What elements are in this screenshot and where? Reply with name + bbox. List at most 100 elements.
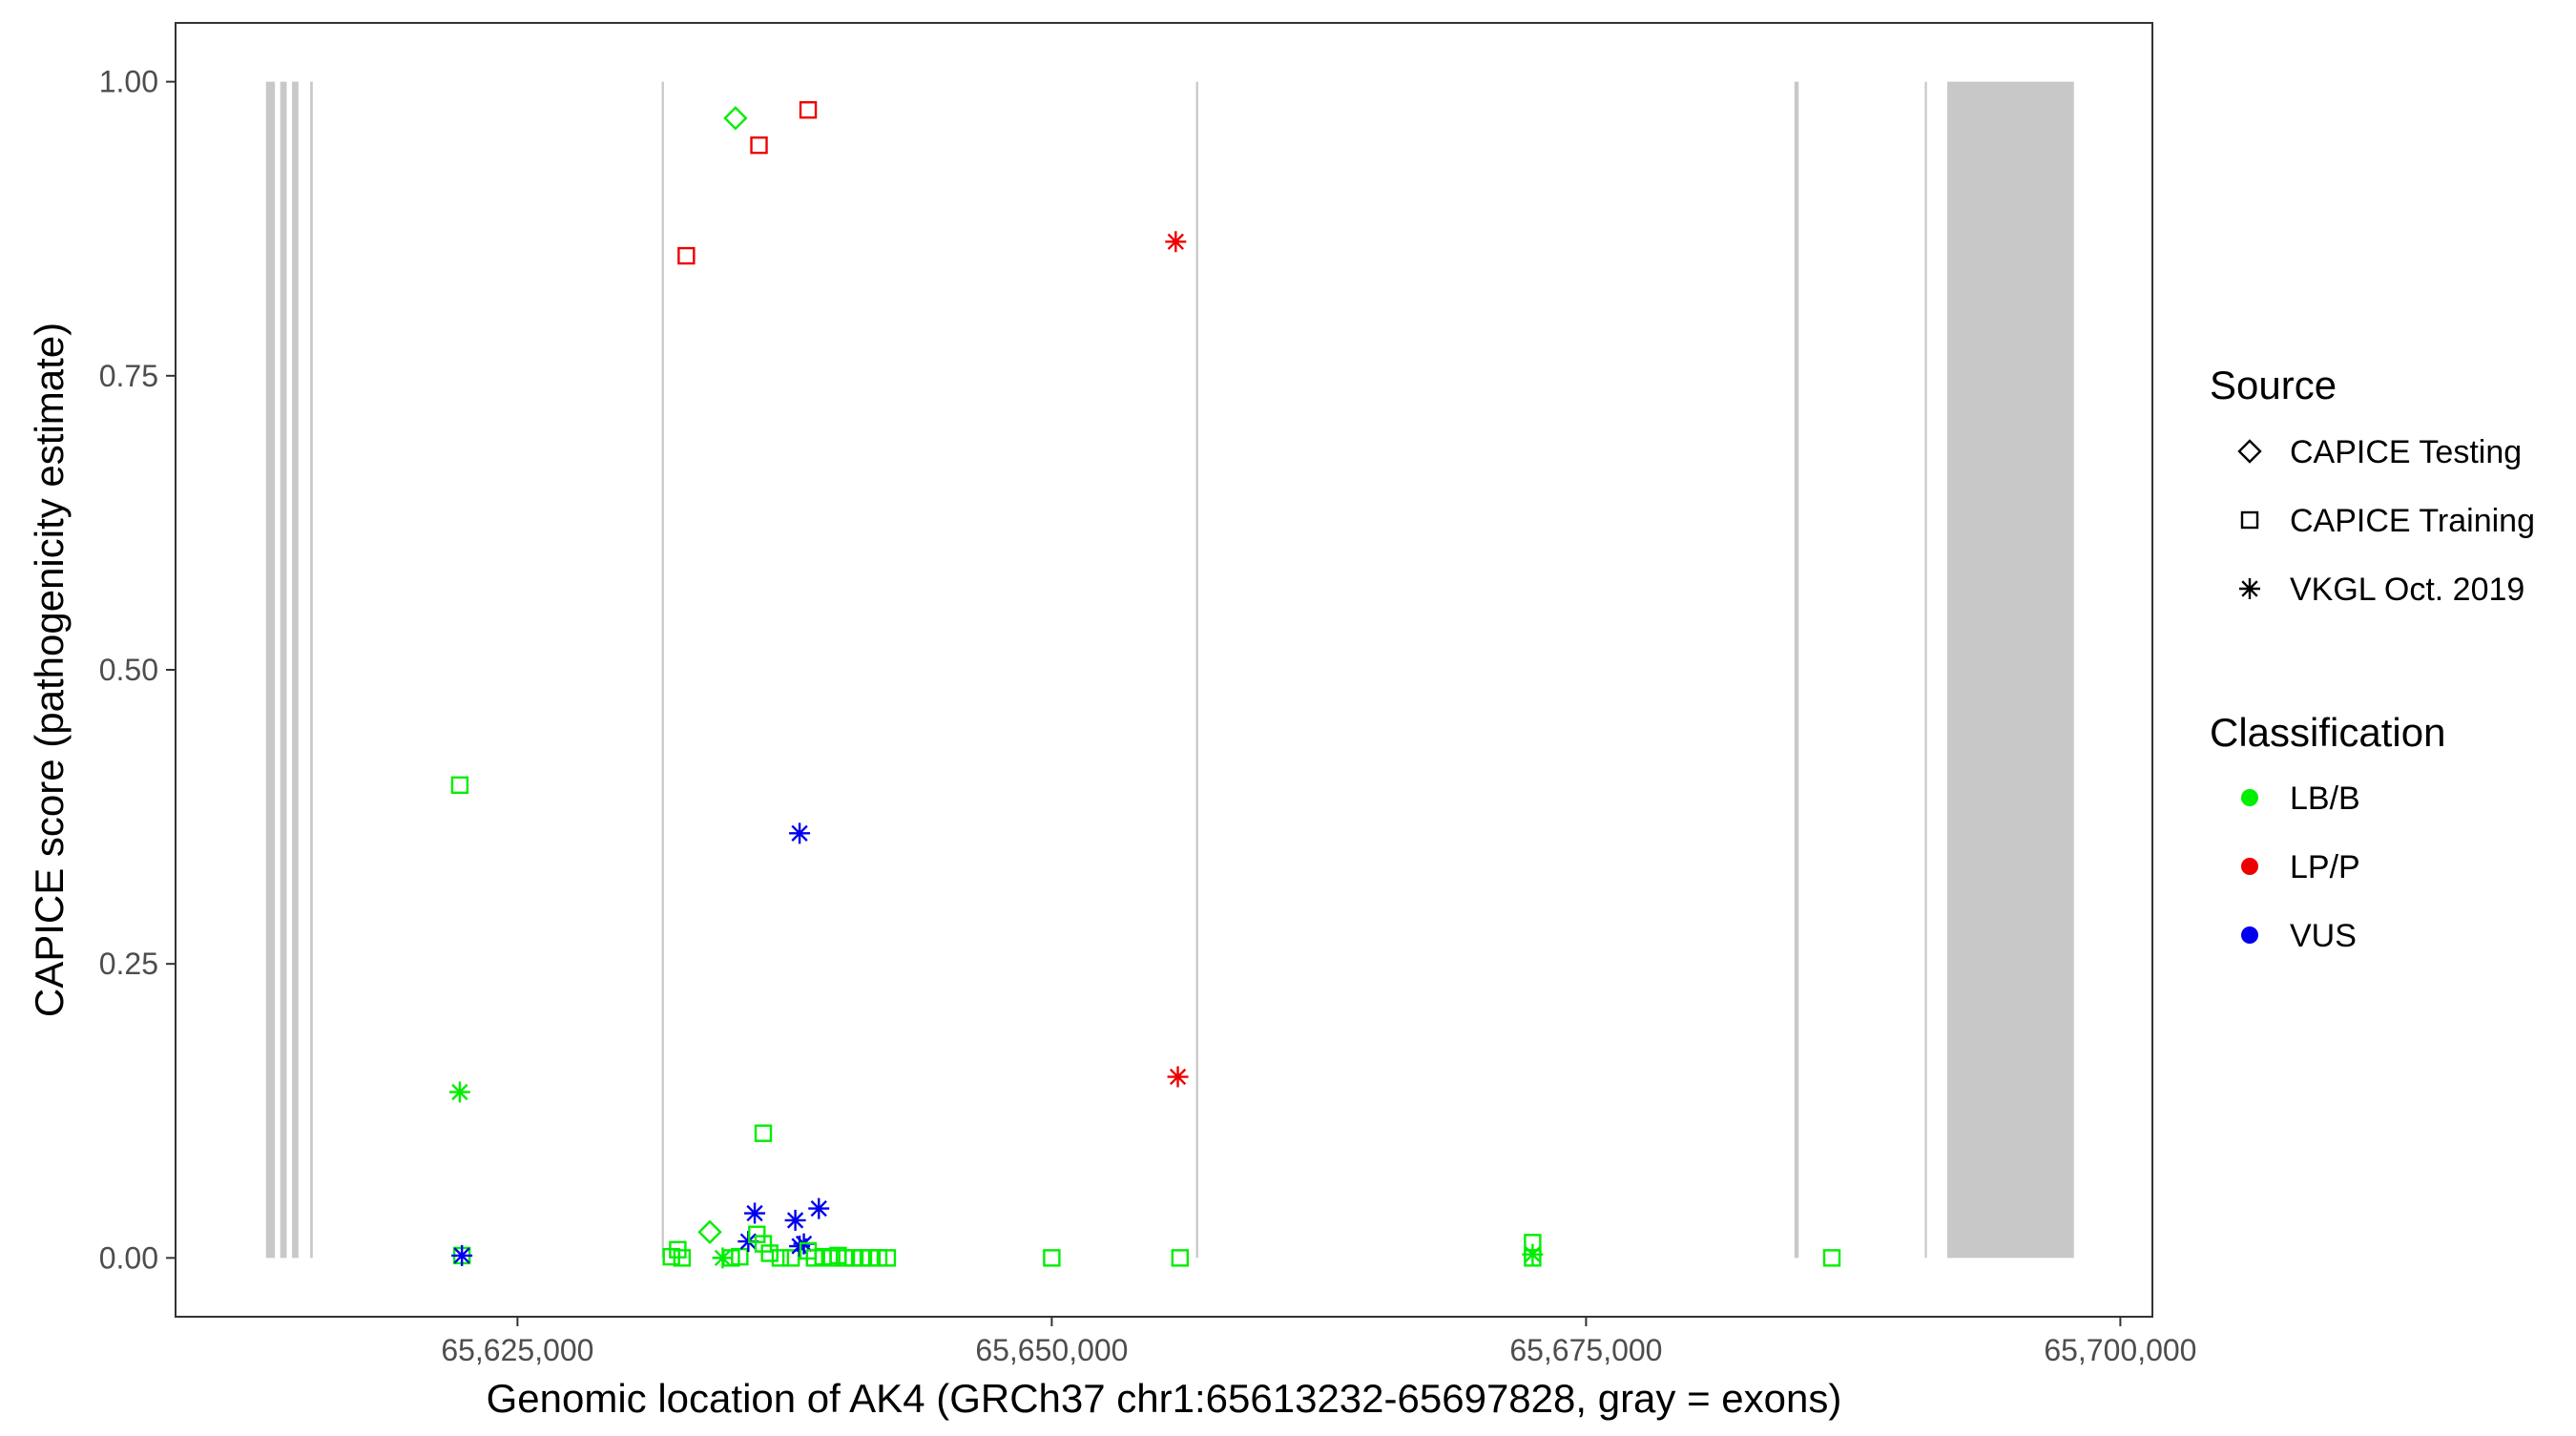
square-marker	[760, 1244, 779, 1262]
data-point	[1165, 231, 1187, 253]
data-point	[822, 1249, 841, 1267]
data-point	[450, 776, 469, 795]
data-point	[1522, 1243, 1544, 1265]
star-marker	[451, 1244, 473, 1266]
y-tick-label: 0.00	[99, 1240, 158, 1275]
square-marker	[673, 1249, 692, 1267]
square-marker	[1822, 1249, 1841, 1267]
legend-label: LB/B	[2290, 780, 2360, 817]
data-point	[799, 101, 818, 119]
data-point	[760, 1244, 779, 1262]
data-point	[1524, 1249, 1542, 1267]
y-tick-label: 1.00	[99, 65, 158, 99]
star-marker	[789, 822, 811, 844]
square-marker	[781, 1249, 800, 1267]
data-point	[451, 1244, 473, 1266]
star-marker	[448, 1081, 470, 1103]
data-point	[808, 1197, 830, 1219]
data-point	[750, 136, 768, 155]
square-marker	[878, 1249, 897, 1267]
data-point	[731, 1247, 749, 1266]
x-tick-label: 65,650,000	[975, 1333, 1128, 1367]
diamond-marker	[2237, 439, 2262, 464]
legend-key-diamond	[2237, 439, 2262, 464]
diamond-marker	[723, 106, 748, 131]
exon-band	[661, 81, 664, 1259]
square-marker	[822, 1249, 841, 1267]
star-marker	[744, 1202, 766, 1224]
data-point	[784, 1209, 806, 1231]
star-marker	[2239, 578, 2260, 599]
exon-band	[1794, 81, 1799, 1259]
square-marker	[2240, 510, 2259, 530]
exon-band	[292, 81, 299, 1259]
y-tick-label: 0.50	[99, 653, 158, 687]
y-tick-label: 0.25	[99, 947, 158, 981]
exon-band	[1946, 81, 2074, 1259]
star-marker	[808, 1197, 830, 1219]
square-marker	[754, 1235, 773, 1253]
data-point	[1043, 1249, 1061, 1267]
data-point	[781, 1249, 800, 1267]
data-point	[723, 106, 748, 131]
x-tick-label: 65,700,000	[2044, 1333, 2196, 1367]
square-marker	[750, 136, 768, 155]
square-marker	[1171, 1249, 1190, 1267]
legend-key-dot	[2241, 789, 2258, 806]
y-tick-label: 0.75	[99, 359, 158, 393]
data-point	[673, 1249, 692, 1267]
legend-key-dot	[2241, 858, 2258, 875]
square-marker	[677, 246, 696, 265]
legend-label: LP/P	[2290, 849, 2360, 885]
legend-title-source: Source	[2210, 363, 2337, 407]
legend-key-square	[2240, 510, 2259, 530]
legend-key-dot	[2241, 926, 2258, 944]
data-point	[789, 822, 811, 844]
exon-band	[265, 81, 276, 1259]
data-point	[677, 246, 696, 265]
x-tick-label: 65,625,000	[441, 1333, 593, 1367]
square-marker	[450, 776, 469, 795]
data-point	[754, 1235, 773, 1253]
legend-label: VKGL Oct. 2019	[2290, 572, 2524, 608]
exon-band	[280, 81, 287, 1259]
data-point	[754, 1124, 773, 1142]
data-point	[1822, 1249, 1841, 1267]
exon-band	[1195, 81, 1198, 1259]
legend: Source CAPICE Testing CAPICE Training VKGL …	[2210, 363, 2535, 954]
data-point	[1167, 1066, 1189, 1088]
star-marker	[1167, 1066, 1189, 1088]
data-point	[1171, 1249, 1190, 1267]
x-axis-title: Genomic location of AK4 (GRCh37 chr1:656…	[487, 1376, 1842, 1421]
exon-band	[1924, 81, 1927, 1259]
legend-key-star	[2239, 578, 2260, 599]
star-marker	[1165, 231, 1187, 253]
exon-band	[310, 81, 313, 1259]
diamond-marker	[697, 1219, 722, 1244]
x-tick-label: 65,675,000	[1509, 1333, 1662, 1367]
square-marker	[731, 1247, 749, 1266]
star-marker	[1522, 1243, 1544, 1265]
data-points	[448, 101, 1841, 1269]
legend-title-classification: Classification	[2210, 710, 2445, 755]
square-marker	[748, 1225, 766, 1243]
square-marker	[754, 1124, 773, 1142]
square-marker	[799, 101, 818, 119]
axes: 0.00 0.25 0.50 0.75 1.00 65,625,000 65,650,000…	[99, 65, 2197, 1367]
y-axis-title: CAPICE score (pathogenicity estimate)	[27, 323, 72, 1017]
exon-bands	[265, 81, 2074, 1259]
data-point	[878, 1249, 897, 1267]
square-marker	[1043, 1249, 1061, 1267]
square-marker	[1524, 1249, 1542, 1267]
square-marker	[771, 1249, 790, 1267]
legend-label: CAPICE Testing	[2290, 434, 2522, 470]
legend-label: VUS	[2290, 918, 2357, 954]
data-point	[697, 1219, 722, 1244]
data-point	[748, 1225, 766, 1243]
data-point	[744, 1202, 766, 1224]
star-marker	[784, 1209, 806, 1231]
data-point	[448, 1081, 470, 1103]
data-point	[771, 1249, 790, 1267]
